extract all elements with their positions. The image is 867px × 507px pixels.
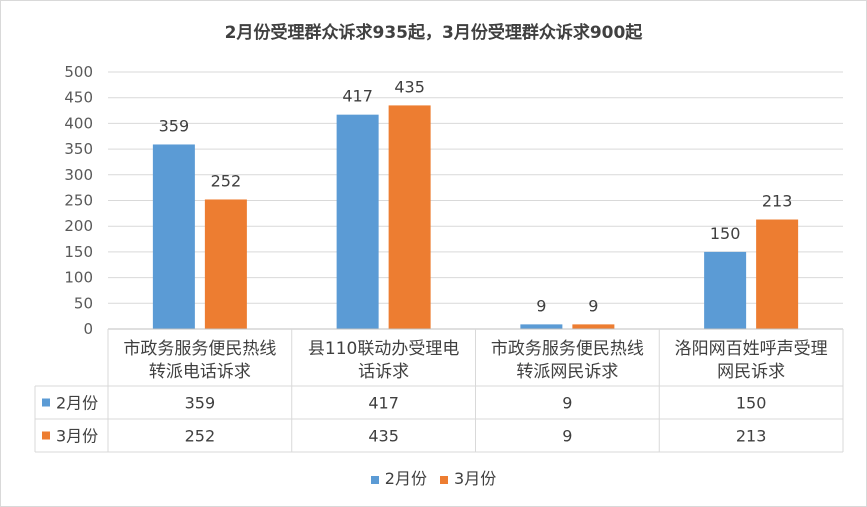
table-cell: 213: [736, 427, 767, 446]
category-label: 市政务服务便民热线: [491, 339, 644, 359]
table-cell: 252: [185, 427, 216, 446]
bar: [388, 105, 431, 329]
legend-swatch-feb: [370, 475, 379, 484]
y-tick-label: 350: [64, 140, 93, 158]
chart-title: 2月份受理群众诉求935起，3月份受理群众诉求900起: [224, 23, 643, 43]
bar: [704, 251, 747, 329]
legend-label-mar: 3月份: [454, 469, 497, 488]
category-label: 市政务服务便民热线: [123, 339, 276, 359]
category-label: 洛阳网百姓呼声受理: [675, 339, 828, 359]
y-tick-label: 50: [74, 294, 93, 312]
y-tick-label: 150: [64, 243, 93, 261]
category-label: 县110联动办受理电: [308, 339, 459, 359]
y-tick-label: 250: [64, 192, 93, 210]
category-label: 转派网民诉求: [516, 362, 618, 382]
category-label: 转派电话诉求: [149, 362, 251, 382]
data-label: 359: [159, 116, 190, 135]
legend-item-feb: 2月份: [370, 465, 427, 489]
table-row-swatch: [42, 431, 50, 440]
table-cell: 9: [562, 427, 572, 446]
legend: 2月份 3月份: [0, 465, 867, 489]
table-row-label: 3月份: [56, 427, 98, 446]
legend-item-mar: 3月份: [440, 465, 496, 489]
data-label: 150: [710, 224, 741, 243]
y-tick-label: 400: [64, 114, 93, 132]
bar: [520, 324, 563, 329]
table-cell: 435: [368, 427, 399, 446]
bar: [204, 199, 247, 329]
table-cell: 417: [368, 394, 399, 413]
table-row-swatch: [42, 398, 50, 407]
y-tick-label: 0: [83, 320, 93, 338]
legend-label-feb: 2月份: [384, 469, 427, 488]
table-cell: 150: [736, 394, 767, 413]
table-cell: 9: [562, 394, 572, 413]
category-label: 话诉求: [358, 362, 409, 382]
table-row-label: 2月份: [56, 394, 98, 413]
bar: [756, 219, 799, 329]
data-label: 213: [762, 192, 793, 211]
data-label: 252: [211, 171, 242, 190]
y-tick-label: 500: [64, 63, 93, 81]
bar: [152, 144, 195, 329]
category-label: 网民诉求: [717, 362, 785, 382]
table-cell: 359: [185, 394, 216, 413]
y-tick-label: 200: [64, 217, 93, 235]
data-label: 417: [342, 87, 373, 106]
data-label: 9: [536, 296, 546, 315]
y-tick-label: 300: [64, 166, 93, 184]
data-label: 9: [588, 296, 598, 315]
bar: [336, 114, 379, 329]
data-label: 435: [394, 77, 425, 96]
y-tick-label: 100: [64, 269, 93, 287]
y-tick-label: 450: [64, 89, 93, 107]
legend-swatch-mar: [440, 475, 449, 484]
bar: [572, 324, 615, 329]
